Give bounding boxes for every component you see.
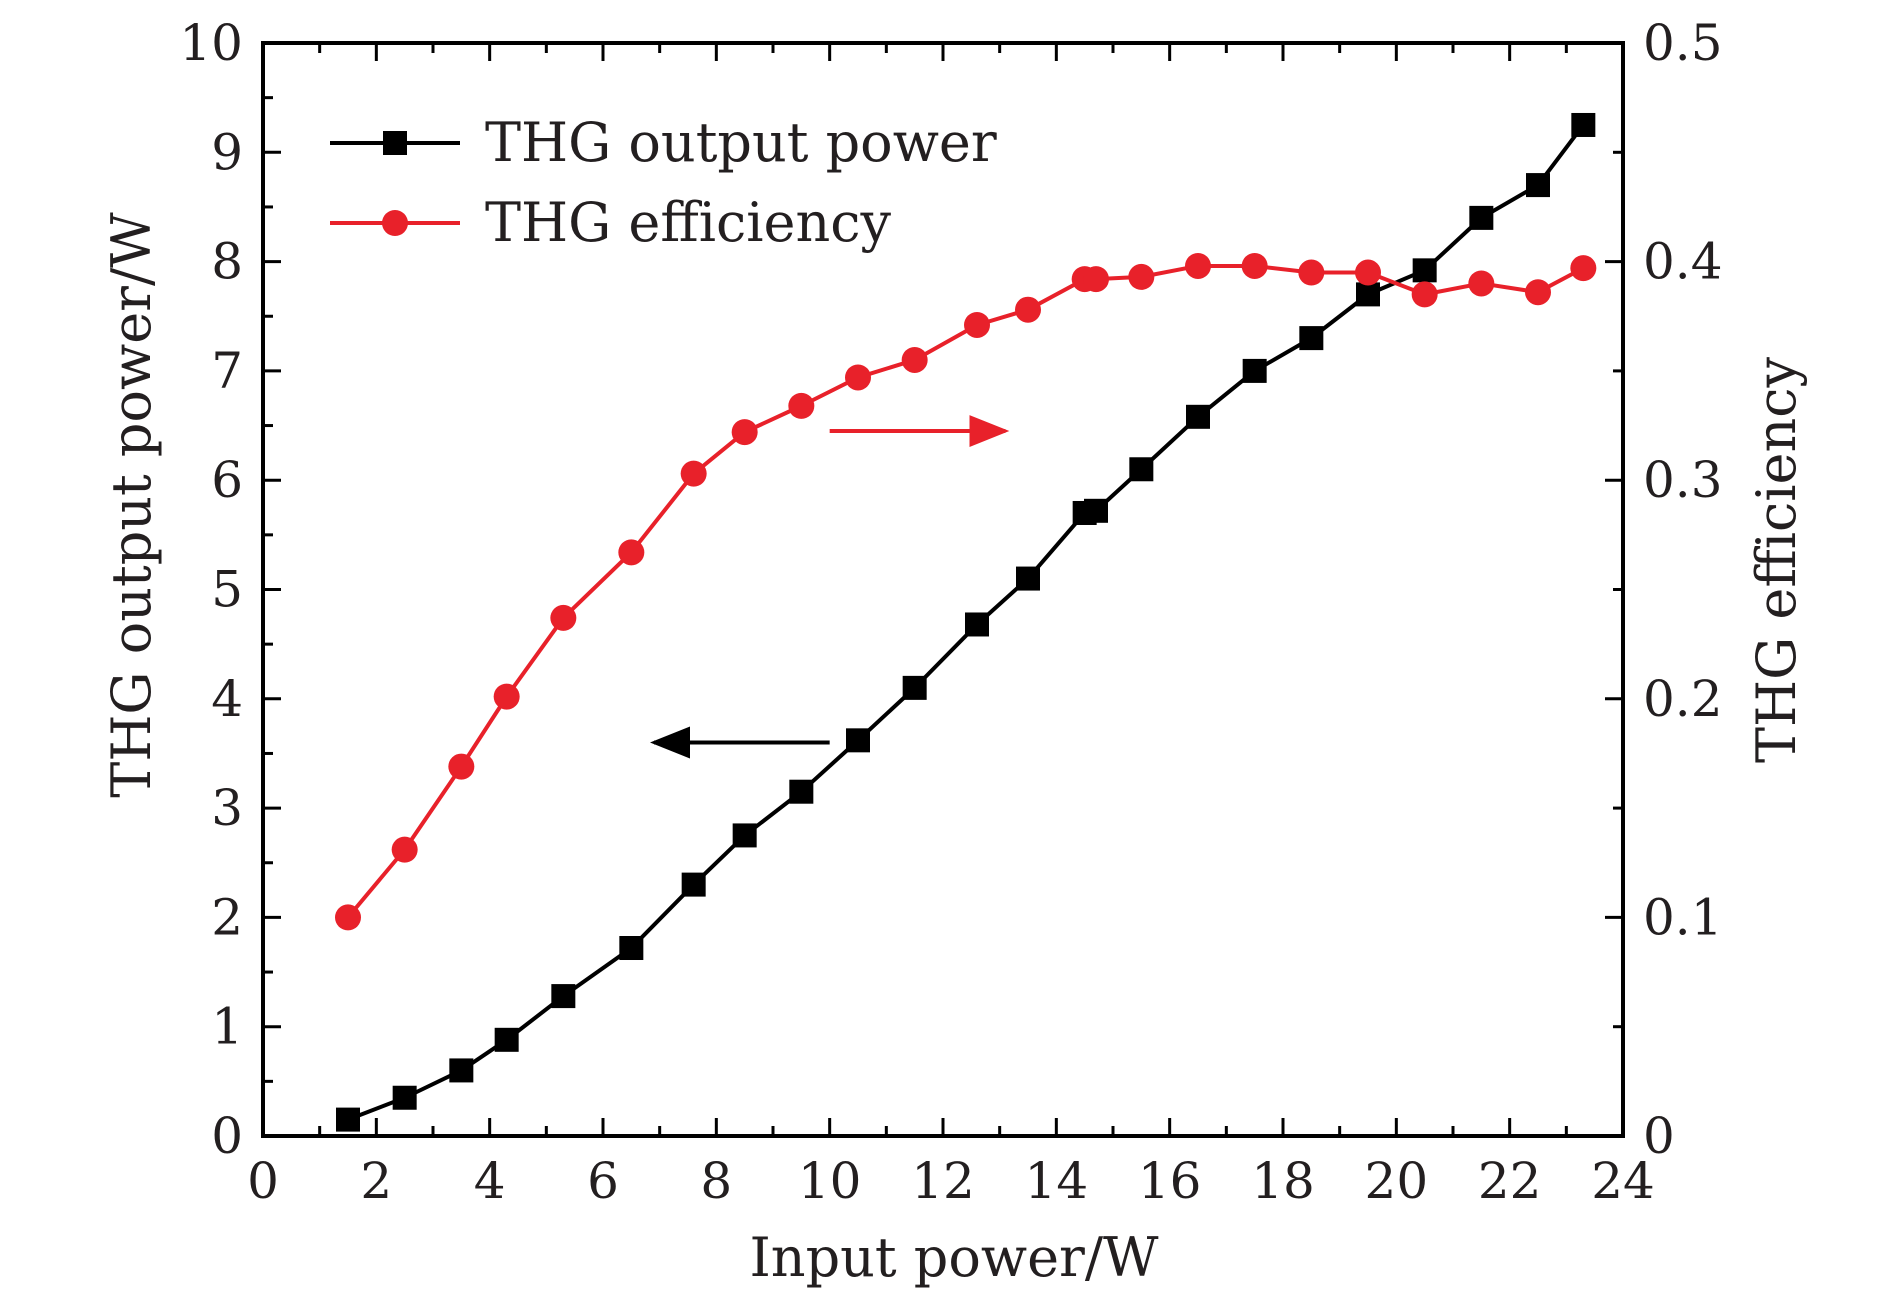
y2-tick-label: 0.3 bbox=[1643, 451, 1723, 509]
x-tick-label: 8 bbox=[700, 1152, 732, 1210]
output-power-point bbox=[965, 612, 989, 637]
output-power-point bbox=[732, 823, 757, 848]
y-tick-label: 3 bbox=[211, 779, 243, 837]
y-tick-label: 1 bbox=[211, 998, 243, 1056]
legend-square-marker bbox=[383, 131, 407, 155]
output-power-point bbox=[619, 936, 644, 961]
x-tick-label: 10 bbox=[798, 1152, 862, 1210]
y-tick-label: 5 bbox=[211, 561, 243, 619]
efficiency-point bbox=[618, 539, 645, 566]
efficiency-point bbox=[1525, 279, 1551, 306]
efficiency-point bbox=[901, 346, 928, 373]
y2-tick-label: 0.2 bbox=[1643, 670, 1723, 728]
efficiency-point bbox=[1570, 255, 1597, 282]
efficiency-point bbox=[1083, 266, 1109, 293]
output-power-point bbox=[336, 1107, 360, 1132]
efficiency-point bbox=[964, 311, 990, 338]
y2-tick-label: 0.4 bbox=[1643, 233, 1723, 291]
efficiency-point bbox=[1241, 252, 1268, 279]
efficiency-point bbox=[1185, 252, 1211, 279]
output-power-point bbox=[551, 984, 576, 1009]
x-tick-label: 18 bbox=[1251, 1152, 1315, 1210]
plot-frame bbox=[261, 41, 1625, 1138]
efficiency-series-line bbox=[346, 263, 1585, 919]
y-tick-label: 6 bbox=[211, 451, 243, 509]
efficiency-point bbox=[1128, 263, 1155, 290]
legend-circle-marker bbox=[382, 210, 408, 236]
output-power-point bbox=[1084, 498, 1108, 523]
y2-tick-label: 0.1 bbox=[1643, 888, 1723, 946]
efficiency-point bbox=[1411, 281, 1438, 308]
output-power-point bbox=[1356, 282, 1380, 307]
output-power-point bbox=[1016, 566, 1040, 591]
y2-tick-label: 0.5 bbox=[1643, 14, 1723, 72]
output-power-point bbox=[494, 1027, 519, 1052]
y-tick-label: 8 bbox=[211, 233, 243, 291]
x-tick-label: 22 bbox=[1478, 1152, 1542, 1210]
y-tick-label: 4 bbox=[211, 670, 243, 728]
axes-layer: 0 2 4 6 8 10 12 14 16 18 20 22 2401234567891000.10.2… bbox=[179, 14, 1722, 1210]
series-layer bbox=[335, 112, 1597, 1132]
output-power-point bbox=[1299, 326, 1324, 351]
output-power-point bbox=[846, 728, 870, 753]
output-power-point bbox=[902, 675, 927, 700]
legend-label: THG efficiency bbox=[485, 191, 891, 254]
x-tick-label: 12 bbox=[911, 1152, 975, 1210]
output-power-point bbox=[1129, 457, 1154, 482]
output-power-point bbox=[1469, 205, 1494, 230]
efficiency-point bbox=[1468, 270, 1495, 297]
output-power-point bbox=[449, 1058, 474, 1083]
efficiency-point bbox=[845, 364, 871, 391]
efficiency-point bbox=[335, 904, 361, 931]
series-square-group bbox=[336, 112, 1596, 1132]
annotation-layer bbox=[650, 415, 1010, 759]
efficiency-point bbox=[731, 419, 758, 446]
series-circle-group bbox=[335, 252, 1597, 931]
efficiency-point bbox=[1355, 259, 1381, 286]
x-tick-label: 20 bbox=[1365, 1152, 1429, 1210]
efficiency-point bbox=[680, 460, 707, 487]
output-power-point bbox=[1186, 404, 1210, 429]
y2-axis-title: THG efficiency bbox=[1745, 357, 1808, 763]
efficiency-point bbox=[493, 683, 520, 710]
output-power-point bbox=[1571, 112, 1596, 137]
y-tick-label: 9 bbox=[211, 123, 243, 181]
x-tick-label: 4 bbox=[474, 1152, 506, 1210]
efficiency-point bbox=[1015, 296, 1041, 323]
y-tick-label: 2 bbox=[211, 888, 243, 946]
y-tick-label: 7 bbox=[211, 342, 243, 400]
output-power-point bbox=[1412, 258, 1437, 283]
y-tick-label: 10 bbox=[179, 14, 243, 72]
y-axis-title: THG output power/W bbox=[100, 212, 163, 798]
output-power-point bbox=[681, 872, 706, 897]
x-tick-label: 24 bbox=[1591, 1152, 1655, 1210]
legend: THG output power THG efficiency bbox=[330, 111, 997, 254]
efficiency-point bbox=[1298, 259, 1325, 286]
x-tick-label: 6 bbox=[587, 1152, 619, 1210]
x-tick-label: 14 bbox=[1025, 1152, 1089, 1210]
efficiency-point bbox=[788, 392, 815, 419]
y-tick-label: 0 bbox=[211, 1107, 243, 1165]
efficiency-point bbox=[391, 836, 418, 863]
x-axis-title: Input power/W bbox=[749, 1226, 1159, 1289]
output-power-point bbox=[1526, 173, 1550, 198]
output-power-point bbox=[789, 779, 814, 804]
x-tick-label: 0 bbox=[247, 1152, 279, 1210]
x-tick-label: 16 bbox=[1138, 1152, 1202, 1210]
x-tick-label: 2 bbox=[360, 1152, 392, 1210]
efficiency-point bbox=[550, 604, 577, 631]
legend-label: THG output power bbox=[485, 111, 997, 174]
efficiency-point bbox=[448, 753, 475, 780]
output-power-point bbox=[1242, 358, 1267, 383]
output-power-point bbox=[392, 1085, 417, 1110]
y2-tick-label: 0 bbox=[1643, 1107, 1675, 1165]
